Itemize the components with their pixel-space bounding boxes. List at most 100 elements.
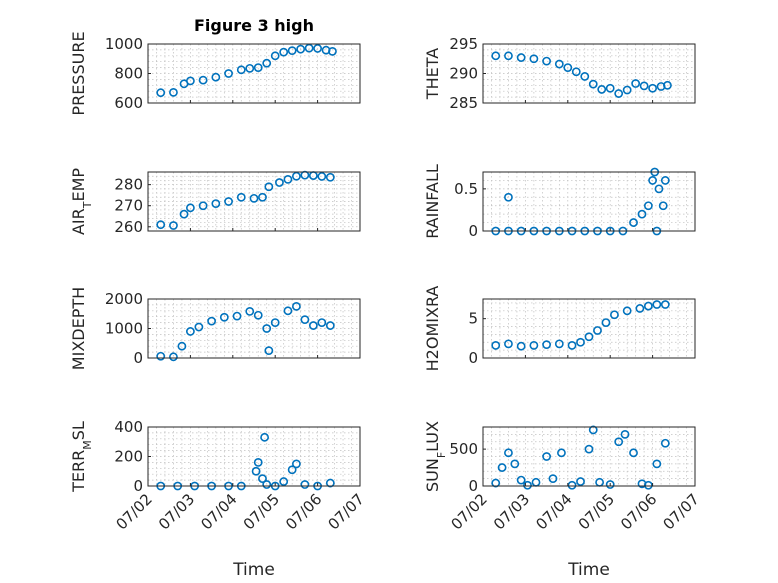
- x-tick-label: 07/05: [240, 490, 283, 533]
- y-tick-label: 0: [133, 477, 143, 495]
- data-point: [557, 448, 566, 458]
- data-point: [576, 337, 585, 347]
- data-point: [194, 322, 204, 332]
- data-point: [185, 76, 195, 86]
- data-point: [660, 176, 670, 185]
- data-point: [262, 480, 272, 489]
- data-point: [588, 425, 598, 435]
- data-point: [491, 51, 501, 61]
- data-point: [317, 172, 327, 181]
- data-point: [185, 203, 195, 213]
- data-point: [211, 199, 221, 209]
- subplot-theta: 285 290 295 THETA: [423, 35, 696, 112]
- data-point: [622, 85, 632, 95]
- data-point: [629, 218, 638, 227]
- subplots: 600 800 1000 PRESSURE 285 290 295 THETA 260 270 28…: [69, 31, 703, 580]
- y-axis-label: MIXDEPTH: [69, 287, 88, 370]
- data-point: [169, 352, 178, 362]
- data-point: [588, 79, 598, 89]
- data-point: [300, 315, 310, 325]
- data-point: [516, 475, 526, 485]
- data-point: [529, 54, 539, 64]
- subplot-mixdepth: 0 1000 2000 MIXDEPTH: [69, 287, 361, 370]
- x-tick-label: 07/07: [325, 490, 368, 533]
- y-tick-label: 270: [114, 197, 143, 215]
- data-point: [262, 58, 272, 68]
- data-point: [185, 327, 195, 336]
- data-point: [542, 56, 551, 66]
- data-point: [663, 80, 672, 90]
- data-point: [224, 197, 233, 206]
- data-point: [504, 192, 513, 202]
- y-axis-label: SUNFLUX: [423, 421, 448, 492]
- y-tick-label: 1000: [105, 320, 143, 338]
- data-point: [251, 466, 261, 476]
- data-point: [605, 83, 615, 93]
- data-point: [504, 51, 513, 61]
- data-point: [516, 341, 526, 351]
- x-axis-label: Time: [232, 560, 275, 580]
- data-point: [567, 341, 577, 350]
- data-point: [584, 444, 594, 454]
- data-point: [283, 174, 293, 184]
- data-point: [179, 209, 189, 219]
- data-point: [622, 306, 632, 316]
- data-point: [156, 351, 166, 361]
- data-point: [270, 51, 280, 61]
- data-point: [291, 171, 301, 181]
- data-point: [245, 306, 255, 316]
- y-tick-label: 0.5: [454, 180, 478, 198]
- y-tick-label: 0: [468, 222, 478, 240]
- data-point: [262, 324, 272, 333]
- data-point: [219, 312, 229, 322]
- y-axis-label: H2OMIXRA: [423, 286, 442, 372]
- subplot-air-temp: 260 270 280 AIRTEMP: [69, 168, 361, 236]
- axes-box: [147, 171, 361, 232]
- figure-title: Figure 3 high: [194, 16, 314, 35]
- subplot-h2omixra: 0 5 H2OMIXRA: [423, 286, 696, 372]
- data-point: [643, 201, 653, 211]
- data-point: [652, 300, 662, 309]
- data-point: [264, 182, 274, 192]
- data-point: [253, 310, 263, 320]
- data-point: [300, 480, 310, 489]
- y-tick-label: 2000: [105, 290, 143, 308]
- x-tick-label: 07/06: [617, 490, 660, 533]
- y-tick-label: 5: [468, 310, 478, 328]
- data-point: [614, 437, 624, 447]
- data-point: [207, 316, 216, 326]
- data-point: [169, 87, 178, 97]
- data-point: [523, 480, 532, 490]
- data-point: [601, 318, 611, 327]
- data-point: [236, 192, 246, 202]
- axes-box: [482, 171, 696, 232]
- data-point: [548, 474, 558, 484]
- data-point: [580, 72, 590, 81]
- subplot-rainfall: 0 0.5 RAINFALL: [423, 164, 696, 240]
- subplot-sun-flux: 0 500 07/02 07/03 07/04 07/05 07/06 07/07 SUNFLU…: [423, 421, 703, 580]
- data-point: [287, 46, 297, 56]
- y-axis-label: TERRMSL: [69, 421, 94, 493]
- y-axis-label: AIRTEMP: [69, 168, 94, 235]
- y-tick-label: 800: [114, 65, 143, 83]
- data-point: [491, 478, 501, 488]
- y-axis-label: RAINFALL: [423, 164, 442, 239]
- x-tick-label: 07/03: [155, 490, 198, 533]
- data-point: [631, 79, 641, 88]
- data-point: [654, 184, 664, 194]
- data-point: [605, 480, 615, 489]
- x-tick-label: 07/04: [532, 490, 575, 533]
- subplot-pressure: 600 800 1000 PRESSURE: [69, 31, 361, 116]
- data-point: [660, 438, 670, 448]
- data-point: [637, 209, 647, 219]
- data-point: [635, 304, 645, 313]
- data-point: [232, 311, 242, 321]
- data-point: [313, 44, 322, 53]
- data-point: [639, 81, 649, 91]
- data-point: [584, 332, 594, 342]
- x-tick-label: 07/07: [660, 490, 703, 533]
- data-point: [597, 85, 607, 94]
- x-tick-label: 07/02: [448, 490, 491, 533]
- data-point: [504, 448, 513, 458]
- y-tick-label: 600: [114, 94, 143, 112]
